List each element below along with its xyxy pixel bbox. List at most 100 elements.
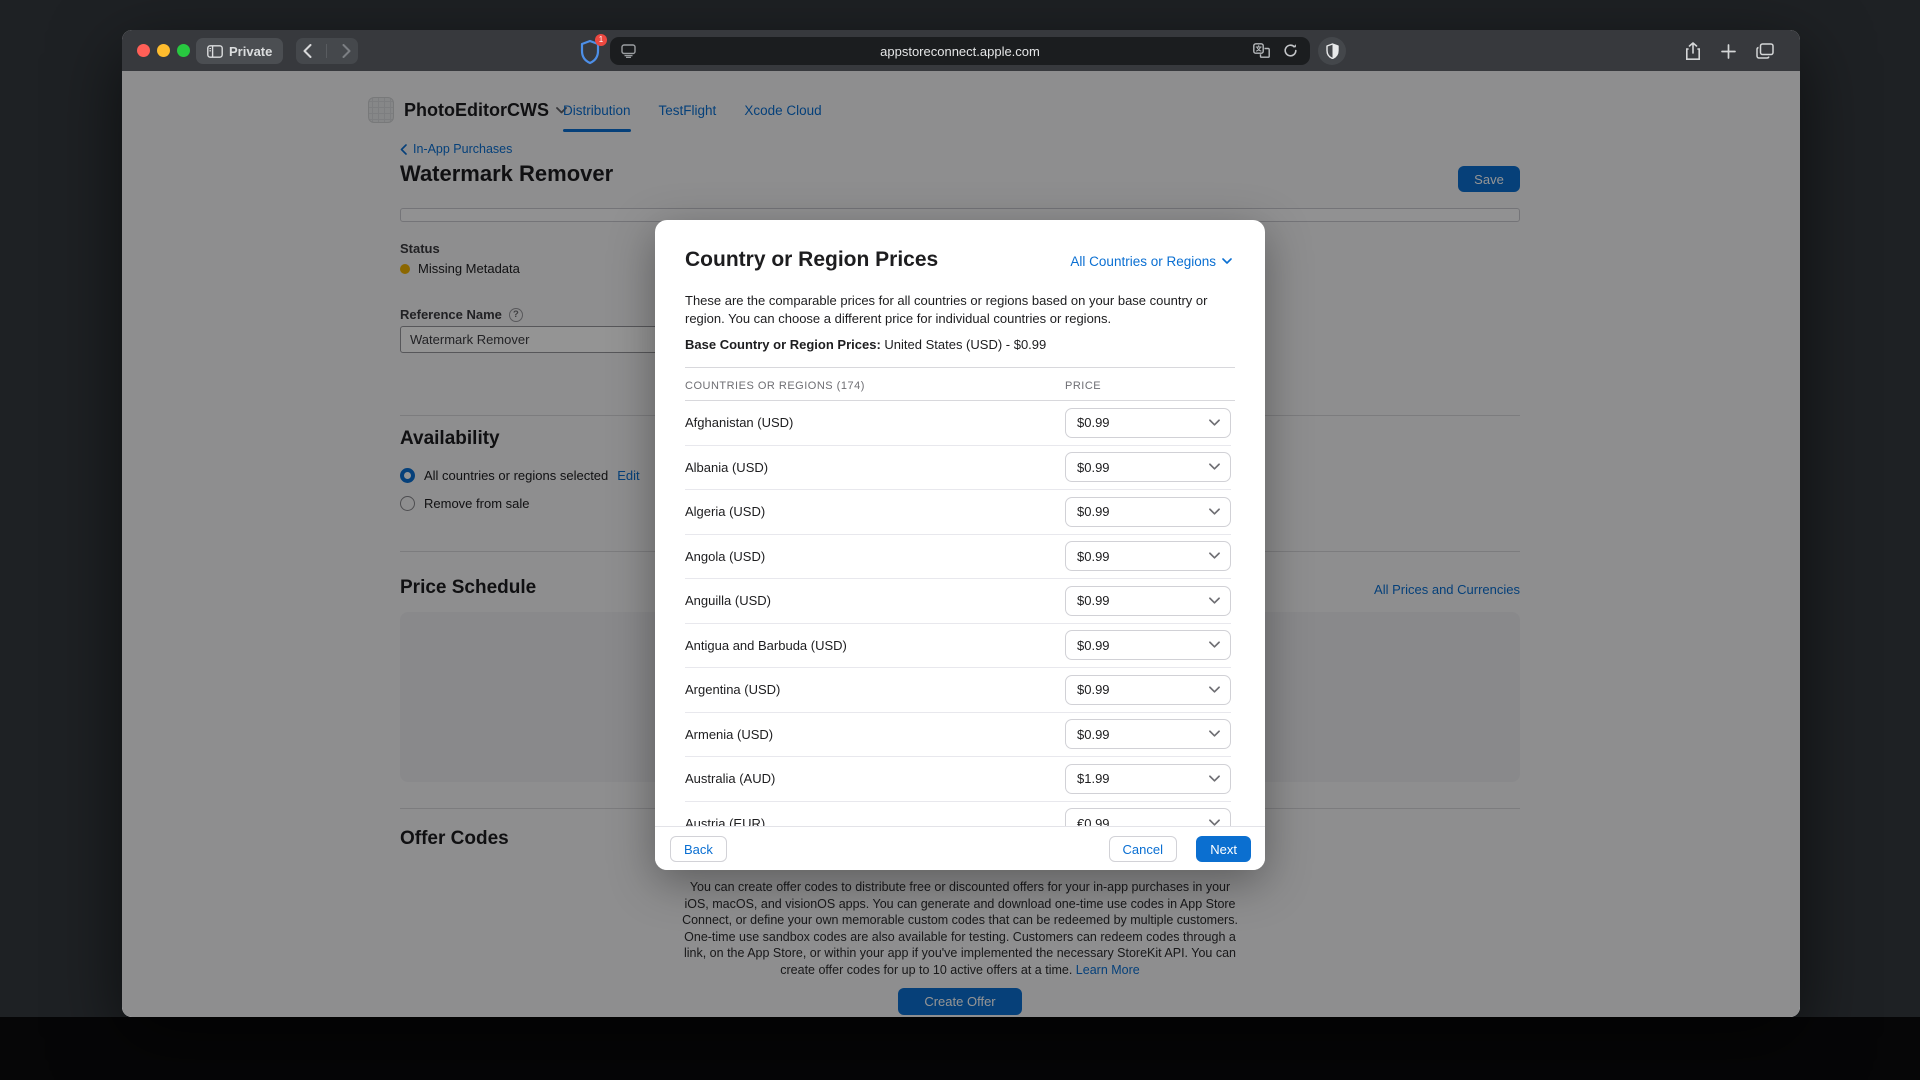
price-select[interactable]: $0.99 <box>1065 407 1231 438</box>
cancel-button[interactable]: Cancel <box>1108 836 1177 862</box>
breadcrumb-label: In-App Purchases <box>413 142 513 156</box>
countries-filter-dropdown[interactable]: All Countries or Regions <box>1070 254 1232 269</box>
forward-button[interactable] <box>342 44 351 58</box>
edit-link[interactable]: Edit <box>617 468 640 483</box>
screen-bottom-band <box>0 1017 1920 1080</box>
price-value: $0.99 <box>1077 459 1110 475</box>
radio-unselected-icon[interactable] <box>400 496 415 511</box>
share-icon[interactable] <box>1685 41 1701 61</box>
chevron-down-icon <box>1209 419 1220 426</box>
price-select[interactable]: $0.99 <box>1065 541 1231 572</box>
chevron-down-icon <box>556 107 567 114</box>
offer-codes-heading: Offer Codes <box>400 828 509 849</box>
chevron-down-icon <box>1209 508 1220 515</box>
table-row: Afghanistan (USD) $0.99 <box>685 401 1231 446</box>
back-button[interactable]: Back <box>670 836 727 862</box>
page-content: PhotoEditorCWS Distribution TestFlight X… <box>122 71 1800 1017</box>
app-name: PhotoEditorCWS <box>404 100 549 120</box>
table-row: Albania (USD) $0.99 <box>685 446 1231 490</box>
price-select[interactable]: $0.99 <box>1065 496 1231 527</box>
chevron-down-icon <box>1209 597 1220 604</box>
table-row: Algeria (USD) $0.99 <box>685 490 1231 535</box>
chevron-down-icon <box>1209 641 1220 648</box>
tab-overview-icon[interactable] <box>1756 43 1774 59</box>
status-row: Missing Metadata <box>400 261 520 276</box>
price-schedule-heading: Price Schedule <box>400 577 537 598</box>
new-tab-icon[interactable] <box>1721 43 1736 59</box>
privacy-report-button[interactable] <box>1318 37 1346 65</box>
price-value: $0.99 <box>1077 726 1110 742</box>
close-window-button[interactable] <box>137 44 150 57</box>
next-button[interactable]: Next <box>1196 836 1251 862</box>
availability-option-selected: All countries or regions selected Edit <box>400 468 640 483</box>
price-select[interactable]: $0.99 <box>1065 452 1231 483</box>
modal-footer: Back Cancel Next <box>655 826 1265 870</box>
translate-icon[interactable] <box>1253 43 1270 58</box>
breadcrumb[interactable]: In-App Purchases <box>400 142 512 156</box>
table-row: Antigua and Barbuda (USD) $0.99 <box>685 624 1231 668</box>
base-prices-line: Base Country or Region Prices: United St… <box>685 337 1046 352</box>
help-icon[interactable]: ? <box>508 307 523 322</box>
price-select[interactable]: $0.99 <box>1065 674 1231 705</box>
save-button[interactable]: Save <box>1458 166 1520 192</box>
country-label: Angola (USD) <box>685 548 766 564</box>
safari-window: Private 1 appstoreconnect.apple.com <box>122 30 1800 1017</box>
learn-more-link[interactable]: Learn More <box>1075 962 1140 977</box>
availability-heading: Availability <box>400 428 500 449</box>
chevron-down-icon <box>1209 686 1220 693</box>
price-value: $0.99 <box>1077 682 1110 698</box>
extension-badge: 1 <box>595 34 607 46</box>
address-bar[interactable]: appstoreconnect.apple.com <box>610 37 1310 65</box>
price-select[interactable]: $0.99 <box>1065 630 1231 661</box>
reference-name-label: Reference Name ? <box>400 307 523 322</box>
price-value: $1.99 <box>1077 771 1110 787</box>
tab-distribution[interactable]: Distribution <box>563 103 631 132</box>
all-prices-link[interactable]: All Prices and Currencies <box>1374 582 1520 597</box>
nav-buttons <box>296 38 358 64</box>
country-label: Albania (USD) <box>685 459 769 475</box>
price-value: $0.99 <box>1077 593 1110 609</box>
chevron-left-icon <box>400 143 407 155</box>
modal-description: These are the comparable prices for all … <box>685 293 1208 326</box>
countries-column-header: COUNTRIES OR REGIONS (174) <box>685 380 865 392</box>
back-button[interactable] <box>303 44 312 58</box>
radio-selected-icon[interactable] <box>400 468 415 483</box>
shield-icon <box>1325 43 1339 59</box>
extension-shield-icon[interactable]: 1 <box>578 34 607 65</box>
chevron-down-icon <box>1222 258 1232 264</box>
country-label: Afghanistan (USD) <box>685 415 794 431</box>
chevron-down-icon <box>1209 463 1220 470</box>
table-row: Australia (AUD) $1.99 <box>685 757 1231 802</box>
private-browsing-badge[interactable]: Private <box>196 38 284 64</box>
country-label: Argentina (USD) <box>685 682 781 698</box>
price-select[interactable]: $0.99 <box>1065 585 1231 616</box>
browser-toolbar: Private 1 appstoreconnect.apple.com <box>122 30 1800 71</box>
table-row: Anguilla (USD) $0.99 <box>685 579 1231 624</box>
minimize-window-button[interactable] <box>157 44 170 57</box>
status-label: Status <box>400 241 440 256</box>
price-value: $0.99 <box>1077 415 1110 431</box>
app-switcher[interactable]: PhotoEditorCWS <box>404 100 567 121</box>
country-label: Australia (AUD) <box>685 771 776 787</box>
create-offer-button[interactable]: Create Offer <box>898 988 1022 1015</box>
base-prices-label: Base Country or Region Prices: <box>685 337 881 352</box>
app-icon <box>368 97 394 123</box>
price-select[interactable]: $0.99 <box>1065 719 1231 750</box>
price-value: $0.99 <box>1077 637 1110 653</box>
reader-icon[interactable] <box>621 44 636 58</box>
availability-selected-label: All countries or regions selected <box>424 468 609 483</box>
chevron-down-icon <box>1209 775 1220 782</box>
zoom-window-button[interactable] <box>177 44 190 57</box>
price-select[interactable]: $1.99 <box>1065 763 1231 794</box>
price-column-header: PRICE <box>1065 380 1102 392</box>
country-label: Algeria (USD) <box>685 504 766 520</box>
private-label: Private <box>229 43 273 59</box>
price-value: $0.99 <box>1077 548 1110 564</box>
reload-icon[interactable] <box>1283 43 1298 58</box>
table-row: Argentina (USD) $0.99 <box>685 668 1231 713</box>
section-tabs: Distribution TestFlight Xcode Cloud <box>563 103 822 132</box>
tab-testflight[interactable]: TestFlight <box>658 103 717 118</box>
country-label: Antigua and Barbuda (USD) <box>685 637 847 653</box>
tab-xcode-cloud[interactable]: Xcode Cloud <box>744 103 822 118</box>
status-dot-icon <box>400 263 410 274</box>
